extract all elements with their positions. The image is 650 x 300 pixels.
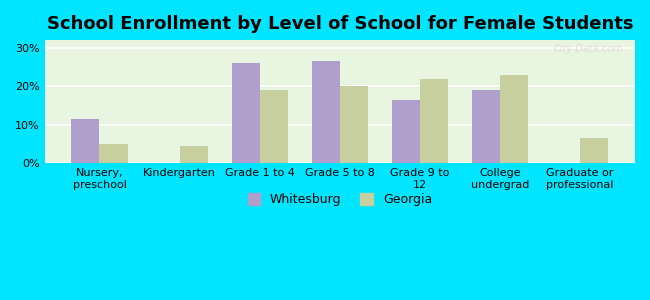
Bar — [340, 86, 368, 163]
Bar — [260, 90, 288, 163]
Bar — [580, 138, 608, 163]
Bar — [231, 63, 260, 163]
Bar — [179, 146, 207, 163]
Bar — [420, 79, 448, 163]
Bar — [312, 61, 340, 163]
Bar — [99, 144, 127, 163]
Bar — [72, 119, 99, 163]
Legend: Whitesburg, Georgia: Whitesburg, Georgia — [241, 187, 438, 212]
Text: City-Data.com: City-Data.com — [554, 44, 623, 54]
Title: School Enrollment by Level of School for Female Students: School Enrollment by Level of School for… — [47, 15, 633, 33]
Bar — [392, 100, 420, 163]
Bar — [472, 90, 500, 163]
Bar — [500, 75, 528, 163]
